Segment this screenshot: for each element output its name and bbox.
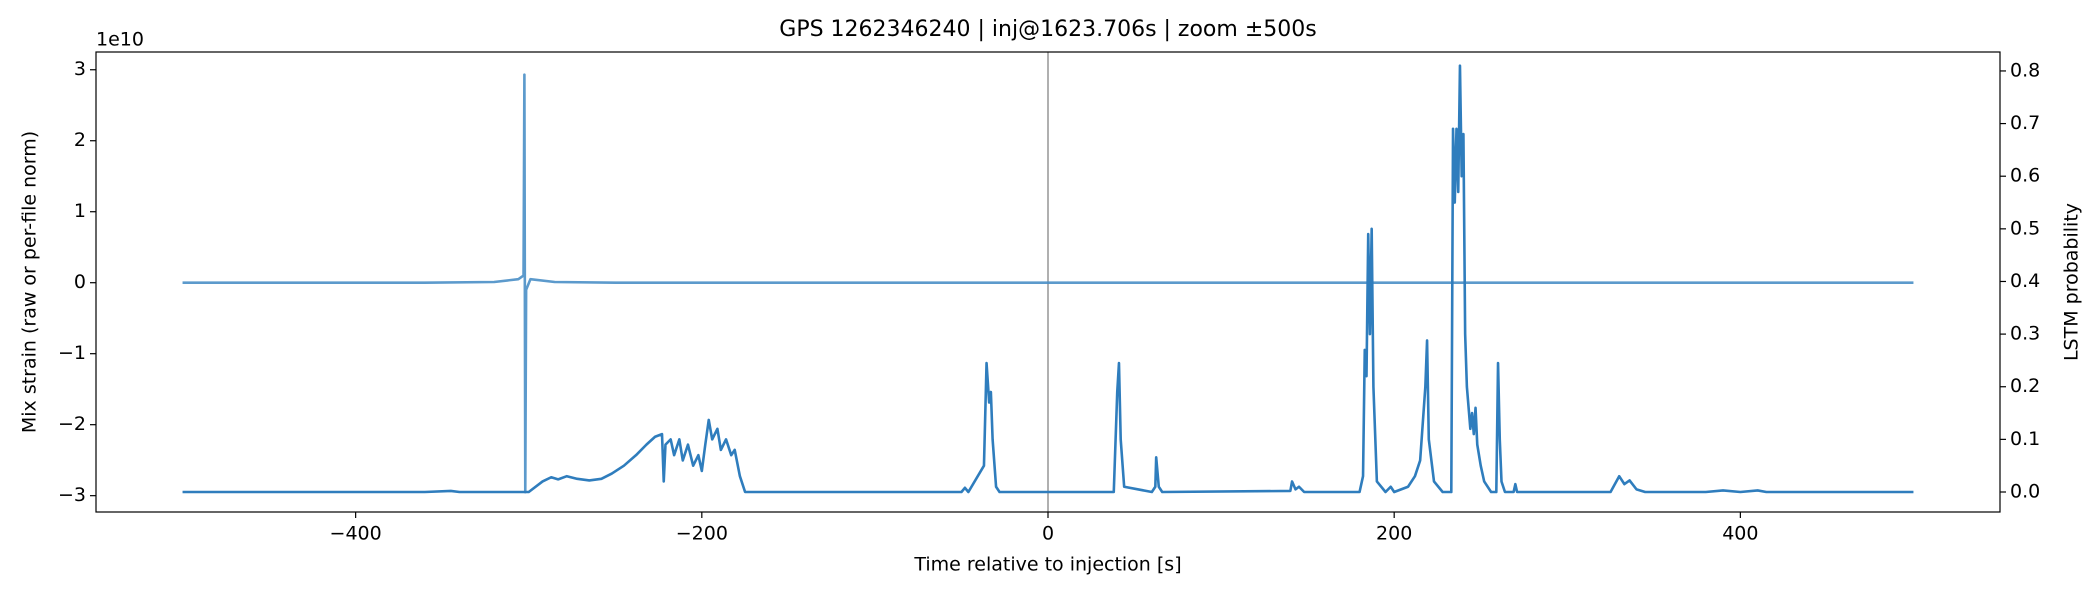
x-axis-label: Time relative to injection [s] xyxy=(913,554,1181,576)
y-tick-label: −2 xyxy=(58,413,86,435)
chart-title: GPS 1262346240 | inj@1623.706s | zoom ±5… xyxy=(779,17,1316,42)
y2-tick-label: 0.4 xyxy=(2010,270,2040,292)
y-tick-label: 2 xyxy=(74,129,86,151)
y-axis-label: Mix strain (raw or per-file norm) xyxy=(19,131,41,433)
y-tick-label: 3 xyxy=(74,58,86,80)
y2-axis-label: LSTM probability xyxy=(2061,203,2083,361)
y2-tick-label: 0.8 xyxy=(2010,59,2040,81)
y2-tick-label: 0.7 xyxy=(2010,112,2040,134)
y-tick-label: −1 xyxy=(58,342,86,364)
y2-tick-label: 0.1 xyxy=(2010,428,2040,450)
x-tick-label: 200 xyxy=(1376,523,1412,545)
y2-tick-label: 0.2 xyxy=(2010,375,2040,397)
y2-tick-label: 0.3 xyxy=(2010,323,2040,345)
plot-frame xyxy=(95,51,2001,513)
y-tick-label: 0 xyxy=(74,271,86,293)
y-offset-text: 1e10 xyxy=(96,29,144,51)
y2-tick-label: 0.0 xyxy=(2010,481,2040,503)
x-tick-label: −400 xyxy=(330,523,382,545)
y-tick-label: 1 xyxy=(74,200,86,222)
x-tick-label: −200 xyxy=(676,523,728,545)
x-tick-label: 0 xyxy=(1042,523,1054,545)
series-line xyxy=(182,73,1914,494)
y-tick-label: −3 xyxy=(58,484,86,506)
x-tick-label: 400 xyxy=(1722,523,1758,545)
y2-tick-label: 0.6 xyxy=(2010,165,2040,187)
series-line xyxy=(182,64,1914,494)
y2-tick-label: 0.5 xyxy=(2010,217,2040,239)
